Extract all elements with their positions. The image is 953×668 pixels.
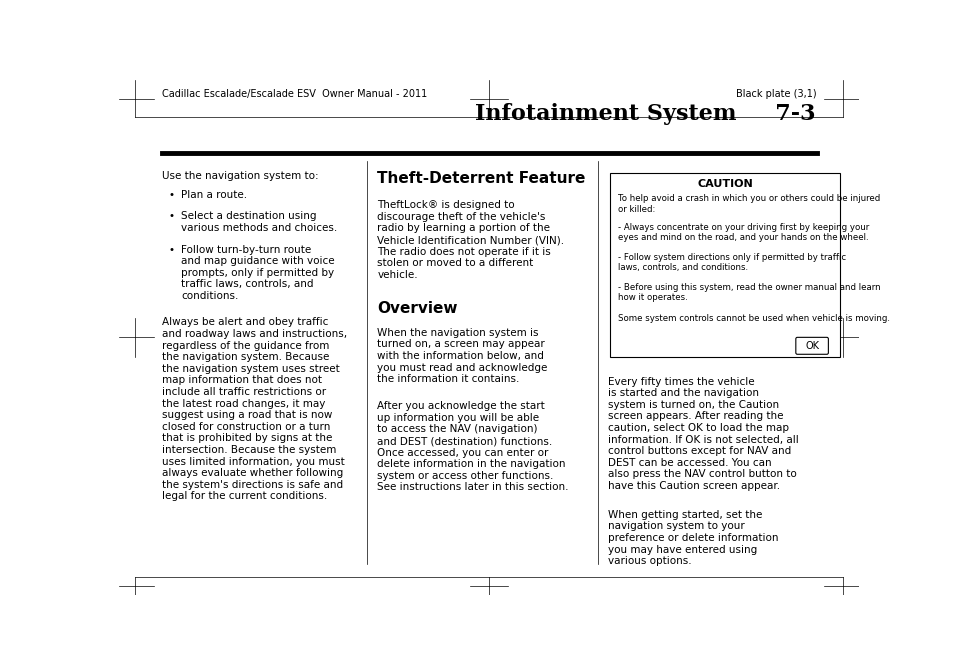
Text: When the navigation system is
turned on, a screen may appear
with the informatio: When the navigation system is turned on,… — [377, 328, 547, 384]
Text: Theft-Deterrent Feature: Theft-Deterrent Feature — [377, 171, 585, 186]
Text: - Follow system directions only if permitted by traffic
laws, controls, and cond: - Follow system directions only if permi… — [617, 253, 844, 272]
Text: •: • — [168, 244, 173, 255]
Bar — [609, 172, 840, 357]
Text: Overview: Overview — [377, 301, 457, 316]
Text: - Always concentrate on your driving first by keeping your
eyes and mind on the : - Always concentrate on your driving fir… — [617, 222, 868, 242]
Text: •: • — [168, 190, 173, 200]
Text: •: • — [168, 212, 173, 222]
Text: OK: OK — [804, 341, 819, 351]
FancyBboxPatch shape — [795, 337, 827, 354]
Text: Plan a route.: Plan a route. — [181, 190, 247, 200]
Text: Infotainment System     7-3: Infotainment System 7-3 — [475, 103, 815, 125]
Text: Every fifty times the vehicle
is started and the navigation
system is turned on,: Every fifty times the vehicle is started… — [607, 377, 798, 491]
Text: TheftLock® is designed to
discourage theft of the vehicle's
radio by learning a : TheftLock® is designed to discourage the… — [377, 200, 564, 280]
Text: To help avoid a crash in which you or others could be injured
or killed:: To help avoid a crash in which you or ot… — [617, 194, 879, 214]
Text: Some system controls cannot be used when vehicle is moving.: Some system controls cannot be used when… — [617, 314, 888, 323]
Text: Follow turn-by-turn route
and map guidance with voice
prompts, only if permitted: Follow turn-by-turn route and map guidan… — [181, 244, 335, 301]
Text: Use the navigation system to:: Use the navigation system to: — [162, 171, 318, 181]
Text: Always be alert and obey traffic
and roadway laws and instructions,
regardless o: Always be alert and obey traffic and roa… — [162, 317, 347, 501]
Text: After you acknowledge the start
up information you will be able
to access the NA: After you acknowledge the start up infor… — [377, 401, 568, 492]
Text: Black plate (3,1): Black plate (3,1) — [736, 89, 816, 99]
Text: Cadillac Escalade/Escalade ESV  Owner Manual - 2011: Cadillac Escalade/Escalade ESV Owner Man… — [162, 89, 427, 99]
Text: CAUTION: CAUTION — [697, 179, 752, 189]
Text: - Before using this system, read the owner manual and learn
how it operates.: - Before using this system, read the own… — [617, 283, 880, 302]
Text: Select a destination using
various methods and choices.: Select a destination using various metho… — [181, 212, 337, 233]
Text: When getting started, set the
navigation system to your
preference or delete inf: When getting started, set the navigation… — [607, 510, 778, 566]
